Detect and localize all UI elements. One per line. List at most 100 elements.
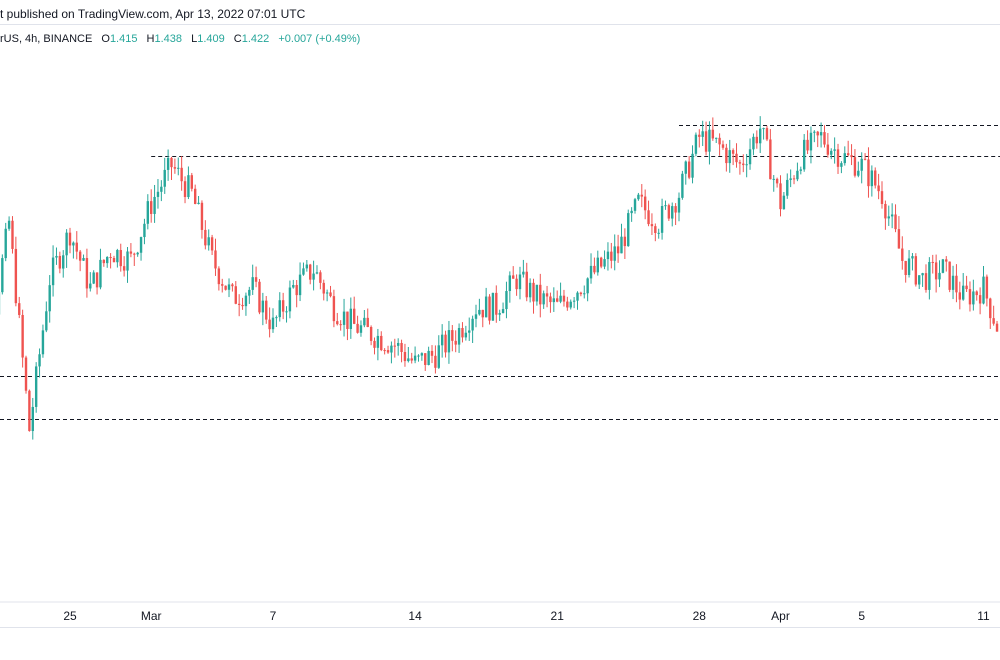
candle-body-222 xyxy=(718,137,721,145)
candle-body-187 xyxy=(599,257,603,267)
candle-body-136 xyxy=(427,350,430,365)
candle-body-21 xyxy=(38,354,41,367)
support-resistance-levels xyxy=(0,125,1000,420)
candle-body-31 xyxy=(72,242,75,246)
candle-body-111 xyxy=(342,311,346,325)
candle-body-196 xyxy=(630,210,633,214)
candle-body-212 xyxy=(684,161,687,174)
candle-body-84 xyxy=(251,277,254,290)
high-label: H xyxy=(146,33,155,45)
candle-body-27 xyxy=(58,255,62,269)
open-label: O xyxy=(101,33,110,45)
candle-body-23 xyxy=(45,311,48,331)
candle-body-254 xyxy=(826,144,830,155)
time-tick-3: 14 xyxy=(408,609,422,623)
candle-body-109 xyxy=(336,321,339,325)
candle-body-260 xyxy=(846,153,850,156)
candle-body-174 xyxy=(556,298,559,302)
candle-body-39 xyxy=(99,259,102,288)
candle-body-71 xyxy=(207,237,210,246)
candle-body-302 xyxy=(989,298,992,319)
candle-body-241 xyxy=(782,195,786,210)
candle-body-141 xyxy=(444,334,447,353)
candle-body-110 xyxy=(339,324,342,326)
candle-body-160 xyxy=(508,275,512,292)
candle-body-24 xyxy=(48,285,51,312)
time-axis-labels: 25 Mar 7 14 21 28 Apr 5 11 xyxy=(63,609,990,623)
candle-body-163 xyxy=(518,274,522,290)
high-value: 1.438 xyxy=(154,33,183,45)
candle-body-135 xyxy=(424,353,427,365)
candle-body-172 xyxy=(549,296,552,303)
candle-body-301 xyxy=(985,276,989,299)
candle-body-157 xyxy=(498,313,501,315)
candle-body-72 xyxy=(210,237,214,251)
candle-body-214 xyxy=(691,153,694,178)
candle-body-68 xyxy=(197,202,200,204)
candle-body-202 xyxy=(650,224,654,227)
candle-body-134 xyxy=(420,353,424,356)
candle-body-198 xyxy=(637,194,640,200)
candle-body-223 xyxy=(721,144,725,148)
candle-body-151 xyxy=(478,309,481,315)
candle-body-245 xyxy=(796,170,799,180)
candle-body-159 xyxy=(505,291,508,310)
candle-body-240 xyxy=(779,183,782,210)
candle-body-271 xyxy=(884,203,887,219)
candle-body-32 xyxy=(75,242,78,252)
candle-body-69 xyxy=(200,202,204,230)
ohlc-legend: rUS, 4h, BINANCE O1.415 H1.438 L1.409 C1… xyxy=(0,33,360,45)
candle-body-138 xyxy=(434,355,437,368)
time-tick-6: Apr xyxy=(771,609,790,623)
candle-body-155 xyxy=(491,292,495,321)
candle-body-210 xyxy=(677,197,681,213)
candle-body-81 xyxy=(241,304,244,307)
candle-body-192 xyxy=(616,246,620,254)
candle-body-218 xyxy=(704,131,708,152)
candle-body-193 xyxy=(620,236,623,254)
time-tick-5: 28 xyxy=(693,609,707,623)
candle-body-179 xyxy=(572,300,576,302)
candle-body-255 xyxy=(830,150,833,155)
candle-body-93 xyxy=(281,300,285,312)
candle-body-221 xyxy=(715,137,718,139)
candle-body-100 xyxy=(305,264,309,269)
candle-body-164 xyxy=(522,271,525,275)
candle-body-265 xyxy=(863,158,867,160)
candle-body-85 xyxy=(254,277,258,282)
symbol-label[interactable]: rUS, 4h, BINANCE xyxy=(0,33,93,45)
candle-body-213 xyxy=(687,161,691,178)
candle-body-53 xyxy=(146,201,150,224)
time-tick-8: 11 xyxy=(977,609,990,623)
candle-body-167 xyxy=(532,282,535,302)
time-tick-4: 21 xyxy=(551,609,565,623)
candle-body-88 xyxy=(265,300,268,320)
candle-body-269 xyxy=(877,185,880,192)
candle-body-220 xyxy=(711,129,715,139)
candle-body-185 xyxy=(593,265,596,273)
close-label: C xyxy=(233,33,242,45)
candle-body-44 xyxy=(116,250,119,263)
candle-body-168 xyxy=(535,284,539,302)
candle-body-33 xyxy=(78,251,82,261)
candle-body-20 xyxy=(34,366,38,407)
candle-body-247 xyxy=(802,139,806,170)
candle-body-201 xyxy=(647,210,650,225)
candle-body-92 xyxy=(278,300,281,318)
candle-body-200 xyxy=(643,196,647,211)
candle-body-118 xyxy=(366,317,369,327)
candle-body-278 xyxy=(907,258,911,276)
candle-body-219 xyxy=(708,129,711,152)
close-value: 1.422 xyxy=(241,33,270,45)
candle-body-226 xyxy=(731,150,735,154)
candle-body-104 xyxy=(319,272,322,283)
candle-body-75 xyxy=(221,284,224,286)
candle-body-119 xyxy=(369,326,373,341)
candle-body-52 xyxy=(143,223,146,238)
candle-body-112 xyxy=(346,311,349,329)
candle-body-49 xyxy=(133,253,136,255)
candle-body-279 xyxy=(911,256,914,259)
candle-body-36 xyxy=(89,283,92,289)
candle-body-101 xyxy=(309,264,312,280)
